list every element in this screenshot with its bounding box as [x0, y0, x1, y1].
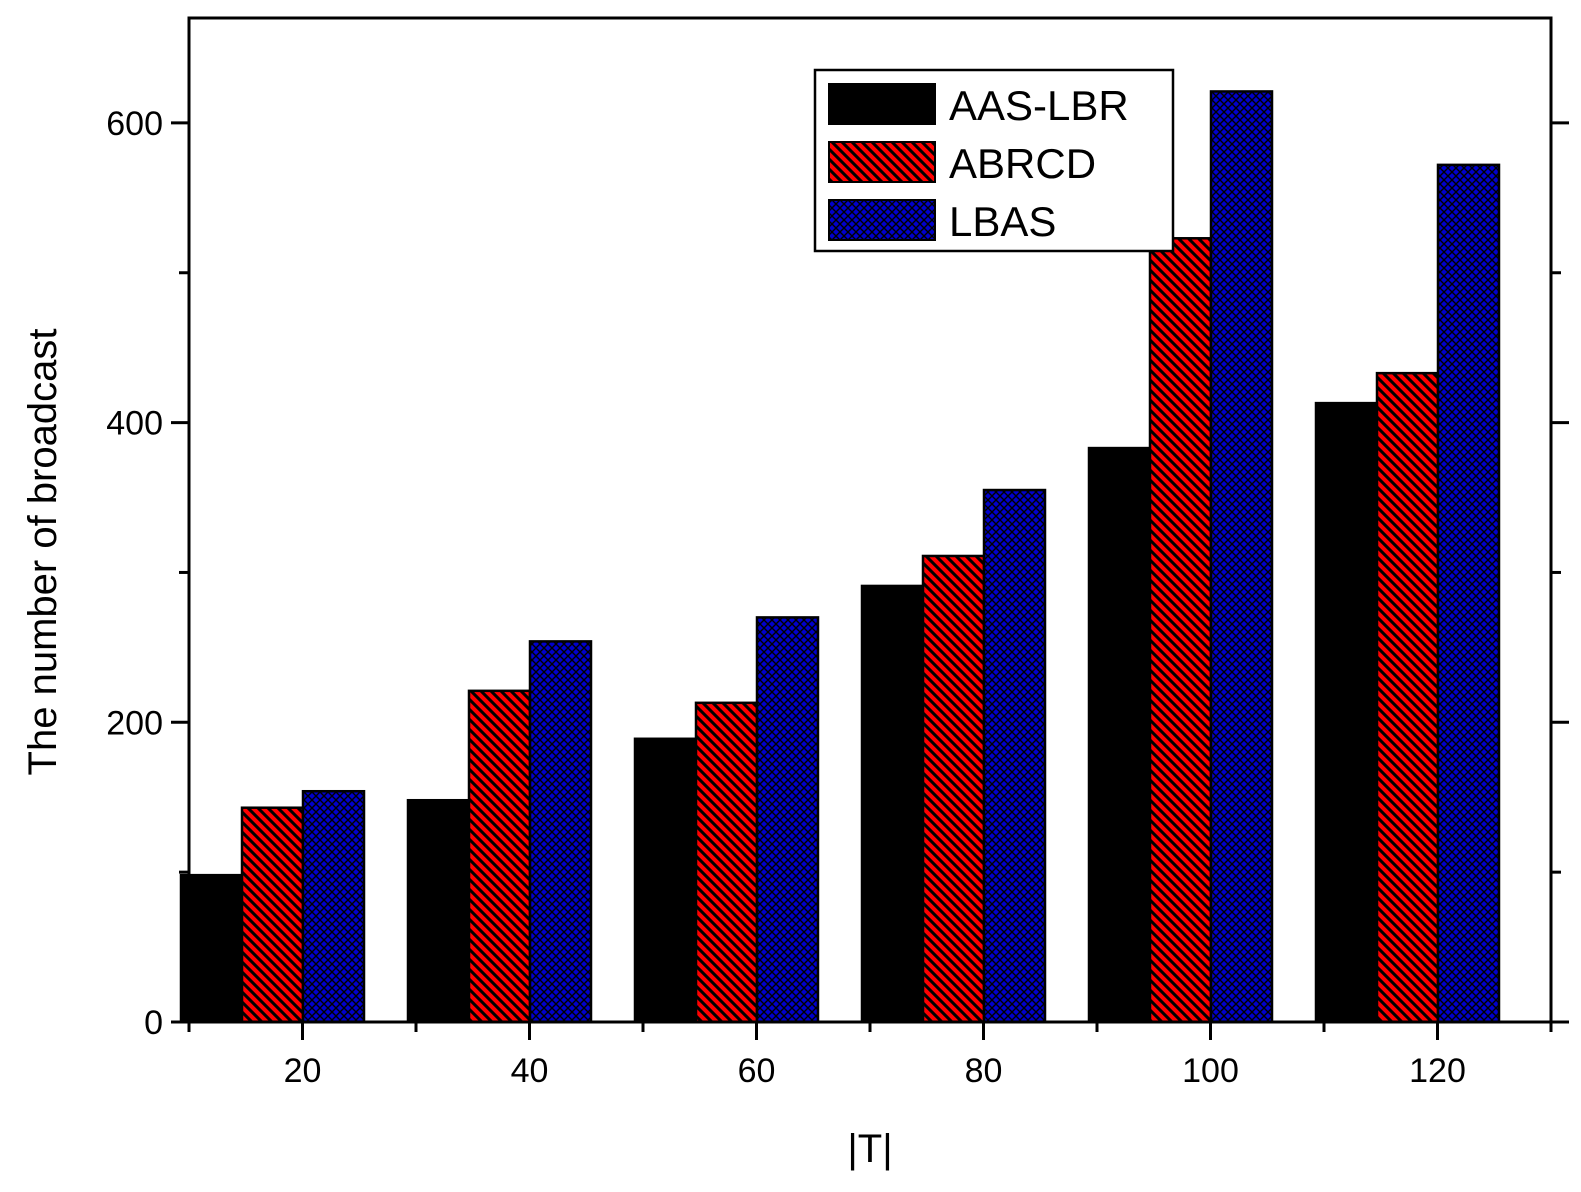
x-tick-label: 80	[965, 1052, 1003, 1090]
bar-lbas-20	[301, 789, 366, 1024]
x-tick-label: 120	[1409, 1052, 1466, 1090]
legend-swatch-aas-lbr	[828, 83, 936, 125]
bar-aas-lbr-40	[406, 798, 471, 1024]
x-tick-label: 20	[284, 1052, 322, 1090]
bar-aas-lbr-120	[1314, 401, 1379, 1024]
bar-abrcd-80	[921, 554, 986, 1024]
y-tick-label: 600	[106, 105, 163, 143]
bar-abrcd-120	[1375, 371, 1440, 1024]
legend-swatch-abrcd	[828, 141, 936, 183]
legend-label-lbas: LBAS	[949, 198, 1056, 245]
bar-lbas-120	[1436, 163, 1501, 1024]
bar-abrcd-60	[694, 701, 759, 1024]
bar-lbas-40	[528, 640, 593, 1024]
legend: AAS-LBR ABRCD LBAS	[813, 68, 1175, 253]
x-tick-label: 40	[511, 1052, 549, 1090]
bar-abrcd-40	[467, 689, 532, 1024]
bar-aas-lbr-60	[633, 737, 698, 1024]
bar-aas-lbr-100	[1087, 446, 1152, 1024]
bar-lbas-60	[755, 616, 820, 1024]
x-tick-label: 100	[1182, 1052, 1239, 1090]
y-tick-label: 0	[144, 1004, 163, 1042]
bars-group	[179, 90, 1501, 1024]
x-tick-label: 60	[738, 1052, 776, 1090]
bar-abrcd-20	[240, 806, 305, 1024]
y-axis-title: The number of broadcast	[21, 329, 65, 776]
legend-swatch-lbas	[828, 199, 936, 241]
bar-lbas-80	[982, 488, 1047, 1024]
legend-label-abrcd: ABRCD	[949, 140, 1096, 187]
bar-lbas-100	[1209, 90, 1274, 1024]
legend-label-aas-lbr: AAS-LBR	[949, 82, 1129, 129]
bar-aas-lbr-80	[860, 584, 925, 1024]
y-tick-label: 400	[106, 405, 163, 443]
x-axis-title: |T|	[847, 1127, 892, 1171]
y-tick-label: 200	[106, 704, 163, 742]
axes-group: 0 200 400 600 20 40 60 80 100 120	[106, 16, 1569, 1090]
bar-abrcd-100	[1148, 237, 1213, 1024]
bar-aas-lbr-20	[179, 873, 244, 1024]
